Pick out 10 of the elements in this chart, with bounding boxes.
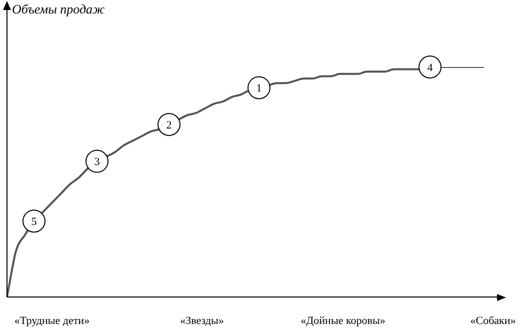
- annotation: 4: [427, 62, 434, 74]
- y-axis-title: Объемы продаж: [12, 1, 105, 16]
- annotation: 3: [94, 156, 100, 168]
- annotation: 1: [256, 82, 262, 95]
- text: «Собаки»: [470, 314, 516, 327]
- text: «Трудные дети»: [14, 314, 90, 327]
- text: «Дойные коровы»: [300, 314, 386, 327]
- annotation: 2: [166, 119, 172, 132]
- annotation: 5: [31, 216, 38, 228]
- text: «Звезды»: [180, 314, 224, 327]
